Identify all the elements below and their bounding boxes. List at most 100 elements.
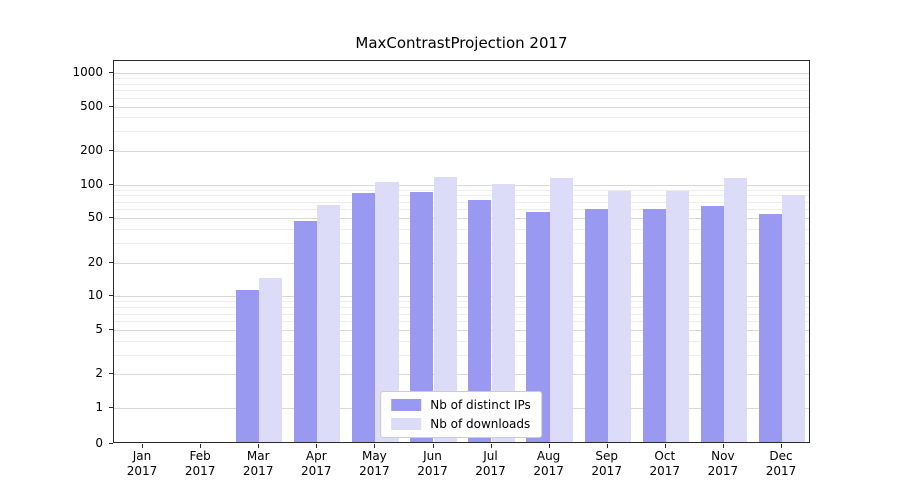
minor-gridline [114,307,809,309]
minor-gridline [114,195,809,197]
y-tick-label: 500 [80,98,103,113]
x-tick-label: Mar 2017 [243,449,274,479]
bar-downloads [607,190,631,442]
y-tick-mark [109,217,113,219]
x-tick-month: Sep [595,449,618,463]
x-tick-mark [258,444,260,448]
major-gridline [114,151,809,152]
y-tick-mark [109,295,113,297]
x-tick-mark [200,444,202,448]
bar-distinct-ips [758,214,782,442]
bar-distinct-ips [526,211,550,442]
x-tick-label: Aug 2017 [533,449,564,479]
x-tick-label: Jul 2017 [475,449,506,479]
x-tick-year: 2017 [475,464,506,478]
major-gridline [114,296,809,298]
x-tick-label: Oct 2017 [650,449,681,479]
x-tick-year: 2017 [533,464,564,478]
x-tick-year: 2017 [126,464,158,478]
legend-swatch-downloads [391,418,422,430]
x-tick-label: May 2017 [359,449,390,479]
bar-distinct-ips [294,221,318,442]
legend-item-downloads: Nb of downloads [391,417,531,431]
minor-gridline [114,78,809,79]
major-gridline [114,374,809,376]
x-tick-mark [142,444,143,448]
bar-downloads [549,178,573,442]
minor-gridline [114,340,809,342]
bar-downloads [782,195,806,442]
bar-downloads [491,184,515,442]
x-tick-year: 2017 [417,464,448,478]
x-tick-month: Oct [654,449,676,463]
bar-downloads [317,205,341,442]
major-gridline [114,184,809,186]
x-tick-mark [664,444,666,448]
x-tick-label: Jan 2017 [127,449,158,479]
x-tick-year: 2017 [359,464,390,478]
bar-distinct-ips [468,199,492,442]
minor-gridline [114,209,809,211]
minor-gridline [114,354,809,356]
minor-gridline [114,201,809,203]
x-tick-month: Dec [769,449,793,463]
x-tick-mark [374,444,376,448]
minor-gridline [114,131,809,133]
x-tick-mark [781,444,782,448]
y-tick-label: 20 [87,254,103,269]
y-tick-label: 5 [95,321,103,336]
major-gridline [114,262,809,264]
bar-distinct-ips [642,209,666,442]
minor-gridline [114,90,809,92]
y-tick-label: 2 [95,366,103,381]
bar-downloads [375,181,399,442]
bar-distinct-ips [236,289,260,442]
x-tick-month: Mar [246,449,270,463]
x-tick-year: 2017 [591,464,622,478]
legend-label-distinct-ips: Nb of distinct IPs [430,398,531,412]
x-tick-mark [548,444,550,448]
x-tick-label: Apr 2017 [301,449,332,479]
x-tick-year: 2017 [765,464,797,478]
x-tick-month: Jul [483,449,498,463]
y-tick-label: 10 [87,288,103,303]
x-tick-year: 2017 [707,464,739,478]
y-tick-mark [109,407,113,408]
legend: Nb of distinct IPs Nb of downloads [380,391,542,438]
x-tick-mark [722,444,724,448]
minor-gridline [114,97,809,99]
bar-downloads [665,190,689,442]
x-tick-mark [490,444,492,448]
major-gridline [114,218,809,220]
minor-gridline [114,189,809,191]
minor-gridline [114,117,809,119]
x-tick-mark [432,444,434,448]
minor-gridline [114,229,809,230]
x-tick-label: Feb 2017 [185,449,216,479]
bar-distinct-ips [352,193,376,442]
x-tick-mark [606,444,608,448]
y-tick-mark [109,373,113,375]
major-gridline [114,106,809,108]
major-gridline [114,72,809,74]
bar-downloads [259,278,283,442]
x-tick-year: 2017 [649,464,681,478]
minor-gridline [114,243,809,244]
x-tick-year: 2017 [184,464,216,478]
y-tick-label: 1000 [72,64,103,79]
y-tick-label: 50 [87,210,103,225]
x-tick-month: Apr [305,449,327,463]
bar-distinct-ips [584,209,608,442]
minor-gridline [114,313,809,315]
chart-title: MaxContrastProjection 2017 [355,34,568,52]
bar-distinct-ips [700,205,724,442]
plot-area [113,60,810,443]
x-tick-month: Jan [132,449,152,463]
y-tick-mark [109,261,113,263]
y-tick-mark [109,183,113,185]
legend-swatch-distinct-ips [391,399,422,411]
y-tick-label: 1 [95,400,103,414]
x-tick-month: Aug [536,449,561,463]
x-tick-month: Jun [423,449,442,463]
major-gridline [114,329,809,331]
